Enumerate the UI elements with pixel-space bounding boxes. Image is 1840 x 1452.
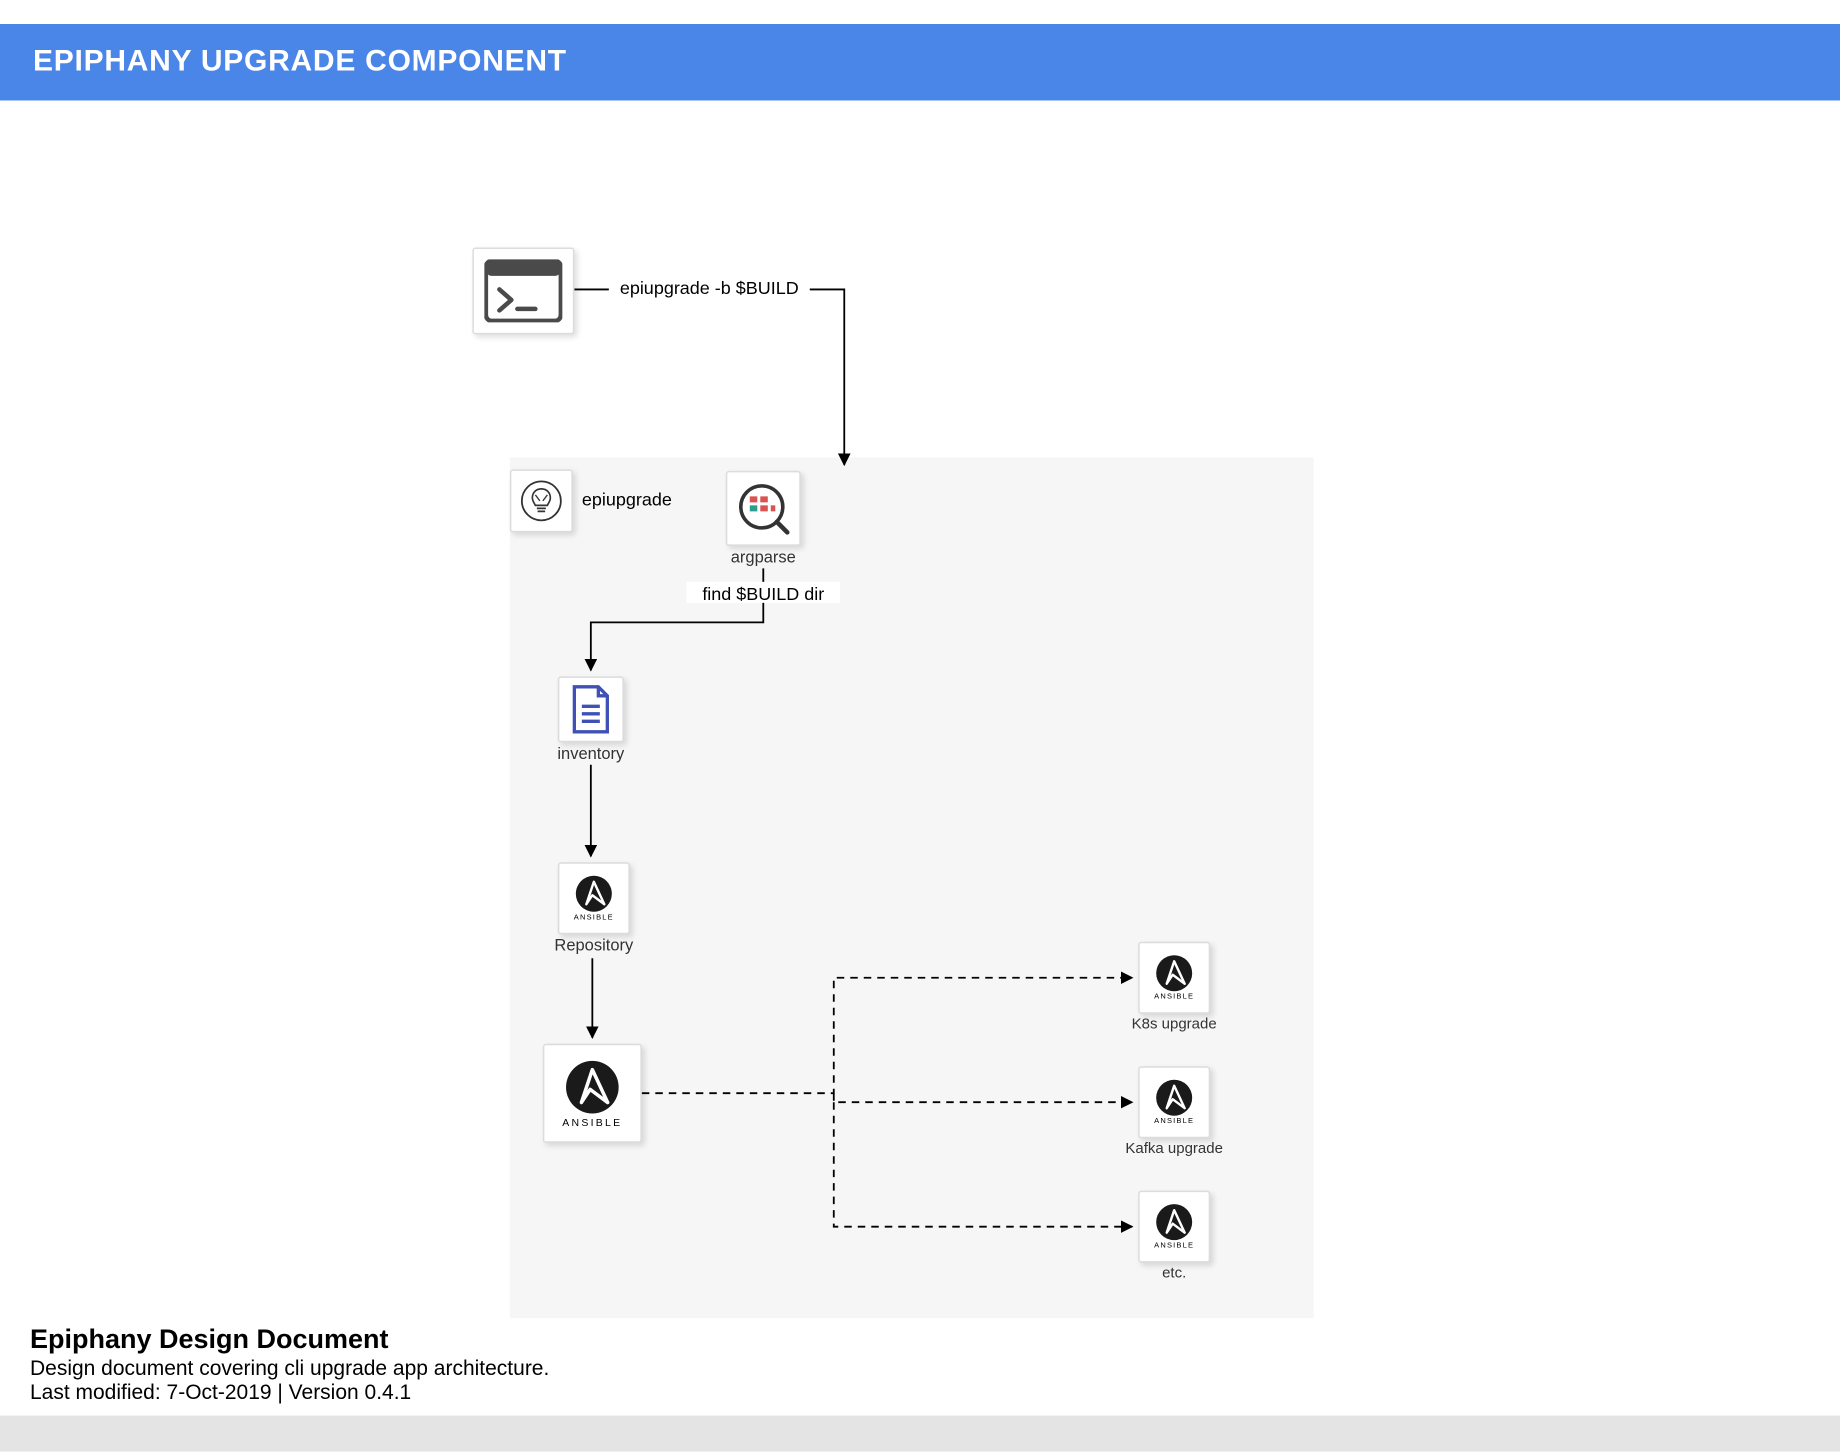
argparse-node xyxy=(726,471,801,546)
ansible-node: ANSIBLE xyxy=(543,1044,642,1143)
header-bar: EPIPHANY UPGRADE COMPONENT xyxy=(0,24,1840,100)
k8s-upgrade-label: K8s upgrade xyxy=(1108,1017,1240,1033)
terminal-icon xyxy=(484,259,562,322)
ansible-icon xyxy=(1155,1078,1194,1117)
kafka-upgrade-label: Kafka upgrade xyxy=(1108,1141,1240,1157)
k8s-upgrade-node: ANSIBLE xyxy=(1138,942,1210,1014)
argparse-label: argparse xyxy=(696,549,831,567)
repository-label: Repository xyxy=(528,937,660,955)
inventory-node xyxy=(558,676,624,742)
terminal-node xyxy=(472,247,574,334)
etc-upgrade-label: etc. xyxy=(1108,1266,1240,1282)
bottom-strip xyxy=(0,1416,1840,1452)
ansible-wordmark: ANSIBLE xyxy=(1154,1242,1194,1251)
ansible-icon xyxy=(564,1058,621,1115)
kafka-upgrade-node: ANSIBLE xyxy=(1138,1066,1210,1138)
ansible-wordmark: ANSIBLE xyxy=(574,913,614,922)
etc-upgrade-node: ANSIBLE xyxy=(1138,1191,1210,1263)
lightbulb-icon xyxy=(519,478,564,523)
footer-meta: Last modified: 7-Oct-2019 | Version 0.4.… xyxy=(30,1380,1810,1404)
footer-description: Design document covering cli upgrade app… xyxy=(30,1356,1810,1380)
epiupgrade-idea-node xyxy=(510,469,573,532)
ansible-wordmark: ANSIBLE xyxy=(1154,1117,1194,1126)
background-panel xyxy=(510,457,1314,1318)
epiupgrade-label: epiupgrade xyxy=(582,489,672,510)
ansible-wordmark: ANSIBLE xyxy=(1154,993,1194,1002)
svg-text:epiupgrade -b $BUILD: epiupgrade -b $BUILD xyxy=(620,278,799,298)
ansible-wordmark: ANSIBLE xyxy=(562,1118,622,1128)
ansible-icon xyxy=(574,874,613,913)
ansible-icon xyxy=(1155,954,1194,993)
ansible-icon xyxy=(1155,1203,1194,1242)
diagram-canvas: epiupgrade -b $BUILDfind $BUILD dir epiu… xyxy=(0,100,1840,1240)
inventory-label: inventory xyxy=(528,745,654,763)
argparse-icon xyxy=(736,481,790,535)
repository-node: ANSIBLE xyxy=(558,862,630,934)
footer-title: Epiphany Design Document xyxy=(30,1324,1810,1355)
document-icon xyxy=(568,684,613,735)
